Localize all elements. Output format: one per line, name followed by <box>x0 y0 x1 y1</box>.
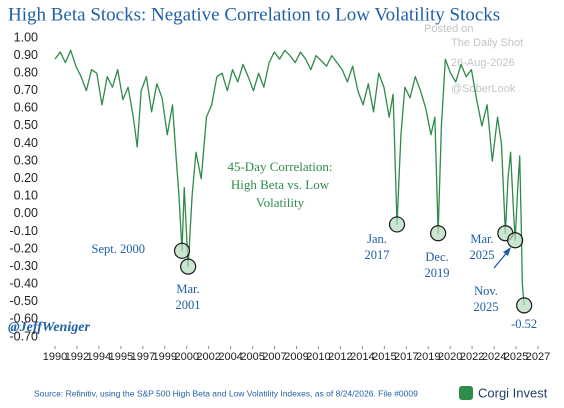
x-tick-label: 2027 <box>526 351 550 363</box>
callout-marker <box>507 232 524 249</box>
y-tick-label: -0.70 <box>10 329 39 343</box>
x-tick-label: 1997 <box>131 351 155 363</box>
x-tick-label: 2019 <box>416 351 440 363</box>
watermark-text: The Daily Shot <box>451 37 523 49</box>
x-tick-label: 2002 <box>196 351 220 363</box>
callout-marker <box>180 258 197 275</box>
y-tick-label: 0.70 <box>14 83 38 97</box>
y-tick-label: -0.60 <box>10 312 39 326</box>
x-tick-label: 1994 <box>87 351 111 363</box>
brand-logo <box>459 386 473 400</box>
y-tick-label: -0.10 <box>10 224 39 238</box>
y-tick-label: 0.40 <box>14 136 38 150</box>
y-tick-label: 0.80 <box>14 65 38 79</box>
x-tick-label: 1990 <box>43 351 67 363</box>
x-tick-label: 2004 <box>218 351 242 363</box>
x-tick-label: 2000 <box>174 351 198 363</box>
x-tick-label: 2007 <box>262 351 286 363</box>
callout-marker <box>388 216 406 233</box>
x-tick-label: 2015 <box>372 351 396 363</box>
callout-label: Jan. 2017 <box>365 232 390 262</box>
x-tick-label: 1999 <box>153 351 177 363</box>
callout-label: Mar. 2001 <box>176 282 201 312</box>
y-tick-label: -0.50 <box>10 294 39 308</box>
x-tick-label: 2005 <box>240 351 264 363</box>
watermark-text: Posted on <box>424 23 474 35</box>
callout-marker <box>430 225 447 242</box>
x-tick-label: 2025 <box>504 351 528 363</box>
source: Source: Refinitiv, using the S&P 500 Hig… <box>34 388 418 398</box>
y-tick-label: 0.20 <box>14 171 38 185</box>
y-tick-label: 0.50 <box>14 118 38 132</box>
y-tick-label: 0.90 <box>14 48 38 62</box>
callout-marker <box>516 297 533 314</box>
callout-arrowhead <box>503 247 511 256</box>
watermark: Posted on The Daily Shot 26-Aug-2026 @So… <box>424 23 523 95</box>
y-tick-label: -0.40 <box>10 277 39 291</box>
x-tick-label: 2020 <box>438 351 462 363</box>
series-line <box>54 49 525 306</box>
x-tick-label: 2010 <box>306 351 330 363</box>
watermark-text: @SoberLook <box>451 83 516 95</box>
callout-label: Dec. 2019 <box>425 250 450 280</box>
brand: Corgi Invest <box>478 385 548 400</box>
y-tick-label: 0.30 <box>14 153 38 167</box>
y-tick-label: 0.10 <box>14 189 38 203</box>
callout-label: Sept. 2000 <box>92 242 145 256</box>
chart-title: High Beta Stocks: Negative Correlation t… <box>8 4 500 25</box>
callout-label: Mar. 2025 <box>470 232 495 262</box>
x-tick-label: 2017 <box>394 351 418 363</box>
y-tick-label: -0.30 <box>10 259 39 273</box>
callout-label: Nov. 2025 <box>474 284 499 314</box>
plot: 1.00 0.90 0.80 0.70 0.60 0.50 0.40 0.30 0.20 0.10… <box>10 30 551 363</box>
x-tick-label: 2012 <box>328 351 352 363</box>
x-tick-label: 2022 <box>460 351 484 363</box>
callout-marker <box>173 242 191 259</box>
value-label: -0.52 <box>511 317 537 331</box>
x-tick-label: 2009 <box>284 351 308 363</box>
annotation: 45-Day Correlation: High Beta vs. Low Vola… <box>227 159 332 210</box>
y-tick-label: 0.00 <box>14 206 38 220</box>
x-tick-label: 2024 <box>482 351 506 363</box>
watermark-text: 26-Aug-2026 <box>451 57 515 69</box>
x-tick-label: 1995 <box>109 351 133 363</box>
x-tick-label: 1992 <box>65 351 89 363</box>
y-tick-label: 0.60 <box>14 101 38 115</box>
x-tick-label: 2014 <box>350 351 374 363</box>
y-tick-label: 1.00 <box>14 30 38 44</box>
y-tick-label: -0.20 <box>10 241 39 255</box>
handle: @JeffWeniger <box>8 320 90 335</box>
